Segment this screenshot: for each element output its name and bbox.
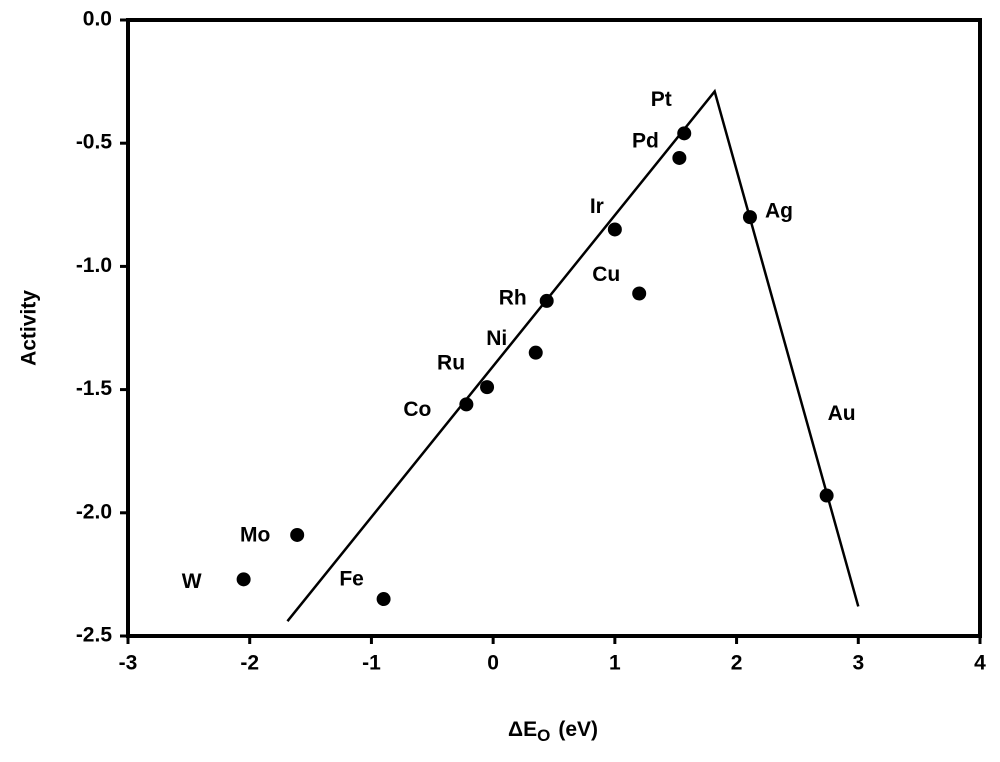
data-point — [819, 488, 834, 503]
point-label: Pt — [651, 88, 672, 111]
y-tick-label: 0.0 — [83, 8, 112, 31]
x-tick-label: -1 — [362, 652, 381, 675]
data-point — [376, 592, 391, 607]
point-label: Mo — [240, 524, 270, 547]
data-point — [632, 286, 647, 301]
data-point — [459, 397, 474, 412]
data-point — [480, 380, 495, 395]
data-point — [742, 210, 757, 225]
point-label: Au — [828, 402, 856, 425]
y-tick-label: -1.0 — [76, 254, 112, 277]
point-label: Ru — [437, 352, 465, 375]
data-point — [677, 126, 692, 141]
point-label: Ni — [486, 327, 507, 350]
data-point — [236, 572, 251, 587]
x-tick-label: 0 — [487, 652, 499, 675]
y-tick-label: -0.5 — [76, 131, 113, 154]
x-tick-label: 3 — [852, 652, 864, 675]
x-tick-label: 1 — [609, 652, 621, 675]
point-label: Pd — [632, 130, 659, 153]
x-axis-label: ΔEO (eV) — [508, 718, 598, 746]
x-tick-label: 4 — [974, 652, 986, 675]
y-tick-label: -2.0 — [76, 500, 112, 523]
y-tick-label: -2.5 — [76, 624, 113, 647]
x-axis-label-sub: O — [537, 726, 550, 745]
y-axis-label: Activity — [18, 290, 41, 366]
x-tick-label: -3 — [119, 652, 138, 675]
point-label: Cu — [592, 263, 620, 286]
data-point — [528, 345, 543, 360]
point-label: Ag — [765, 200, 793, 223]
fit-line — [286, 88, 860, 623]
point-label: Fe — [339, 568, 364, 591]
x-axis-label-main: ΔE — [508, 718, 537, 741]
y-tick-label: -1.5 — [76, 377, 113, 400]
point-label: Co — [403, 398, 431, 421]
data-point — [539, 293, 554, 308]
x-axis-label-unit: (eV) — [558, 718, 598, 741]
point-label: Rh — [499, 286, 527, 309]
data-point — [672, 150, 687, 165]
x-tick-label: -2 — [240, 652, 259, 675]
plot-frame — [126, 18, 982, 638]
point-label: W — [182, 570, 202, 593]
point-label: Ir — [590, 195, 604, 218]
data-point — [607, 222, 622, 237]
x-tick-label: 2 — [731, 652, 743, 675]
data-point — [290, 527, 305, 542]
